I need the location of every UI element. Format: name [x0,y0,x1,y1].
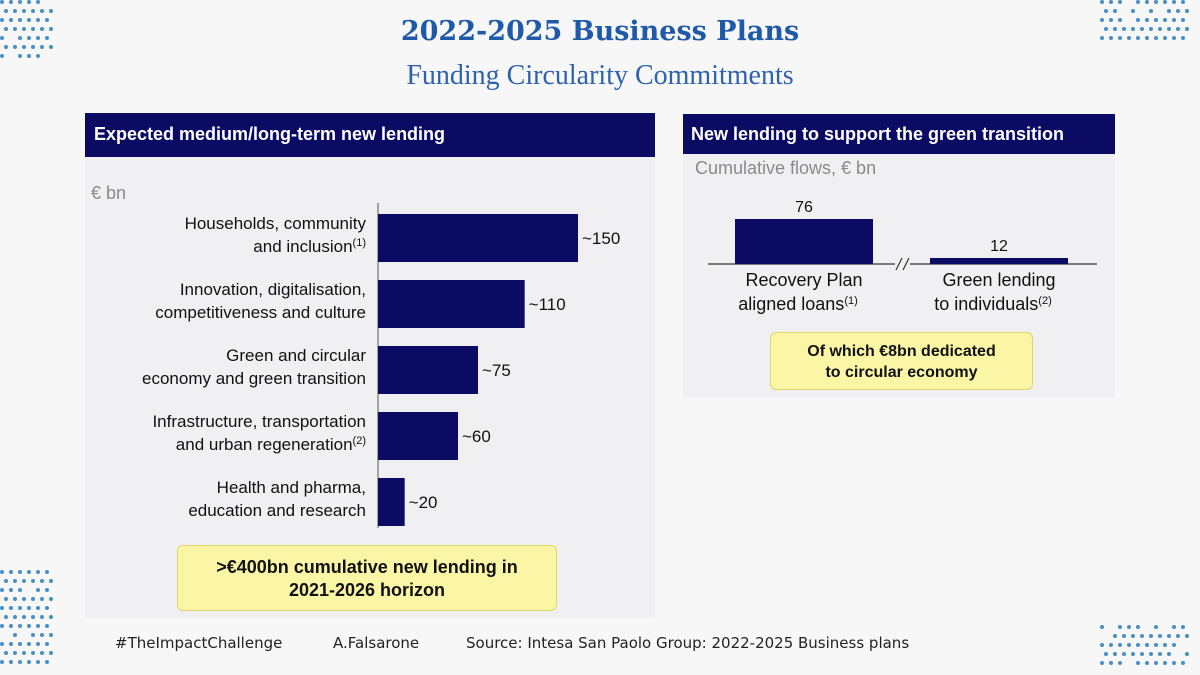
right-footnote-1: (2) [1038,295,1051,307]
right-chart-panel: New lending to support the green transit… [683,114,1115,398]
right-category-label-1-1: to individuals(2) [934,294,1052,314]
left-value-label-3: ~60 [462,427,491,446]
left-category-label-3-1: and urban regeneration(2) [176,435,366,454]
right-value-label-1: 12 [990,238,1008,255]
decorative-dots-bottom-right [1100,625,1200,675]
right-callout-line-2: to circular economy [771,362,1032,383]
left-bar-4 [378,478,405,526]
left-value-label-0: ~150 [582,229,620,248]
left-bar-2 [378,346,478,394]
axis-break-mark-1 [896,258,902,270]
right-footnote-0: (1) [844,295,857,307]
axis-break-mark-2 [903,258,909,270]
left-category-label-1-1: competitiveness and culture [155,303,366,322]
left-category-label-4-1: education and research [188,501,366,520]
left-category-label-0-0: Households, community [185,214,367,233]
left-category-label-1-0: Innovation, digitalisation, [180,280,366,299]
right-category-label-1-0: Green lending [942,270,1055,290]
page-subtitle: Funding Circularity Commitments [0,60,1200,92]
footer-author: A.Falsarone [333,634,419,652]
left-category-label-2-1: economy and green transition [142,369,366,388]
right-bar-0 [735,219,873,264]
left-value-label-1: ~110 [529,295,566,314]
left-callout-line-2: 2021-2026 horizon [178,579,556,602]
right-category-label-0-0: Recovery Plan [745,270,862,290]
left-chart-title: Expected medium/long-term new lending [85,113,655,157]
right-bar-1 [930,258,1068,264]
left-chart-panel: Expected medium/long-term new lending € … [85,113,655,618]
right-value-label-0: 76 [795,199,813,216]
left-callout-line-1: >€400bn cumulative new lending in [178,556,556,579]
left-bar-0 [378,214,578,262]
right-category-label-0-1: aligned loans(1) [738,294,858,314]
decorative-dots-bottom-left [0,570,60,675]
left-value-label-2: ~75 [482,361,511,380]
left-footnote-0: (1) [353,237,366,249]
left-category-label-4-0: Health and pharma, [217,478,366,497]
left-value-label-4: ~20 [409,493,438,512]
right-bar-chart: 76 Recovery Plan aligned loans(1) 12 Green l… [683,184,1115,334]
left-category-label-2-0: Green and circular [226,346,366,365]
page-title: 2022-2025 Business Plans [0,16,1200,47]
right-chart-title: New lending to support the green transit… [683,114,1115,154]
left-bar-3 [378,412,458,460]
left-footnote-3: (2) [353,435,366,447]
left-callout: >€400bn cumulative new lending in 2021-2… [177,545,557,611]
left-category-label-3-0: Infrastructure, transportation [152,412,366,431]
right-chart-unit: Cumulative flows, € bn [695,158,876,179]
footer-source: Source: Intesa San Paolo Group: 2022-202… [466,634,909,652]
left-category-label-0-1: and inclusion(1) [253,237,366,256]
right-callout: Of which €8bn dedicated to circular econ… [770,332,1033,390]
footer-hashtag: #TheImpactChallenge [115,634,282,652]
left-bar-1 [378,280,525,328]
right-callout-line-1: Of which €8bn dedicated [771,341,1032,362]
